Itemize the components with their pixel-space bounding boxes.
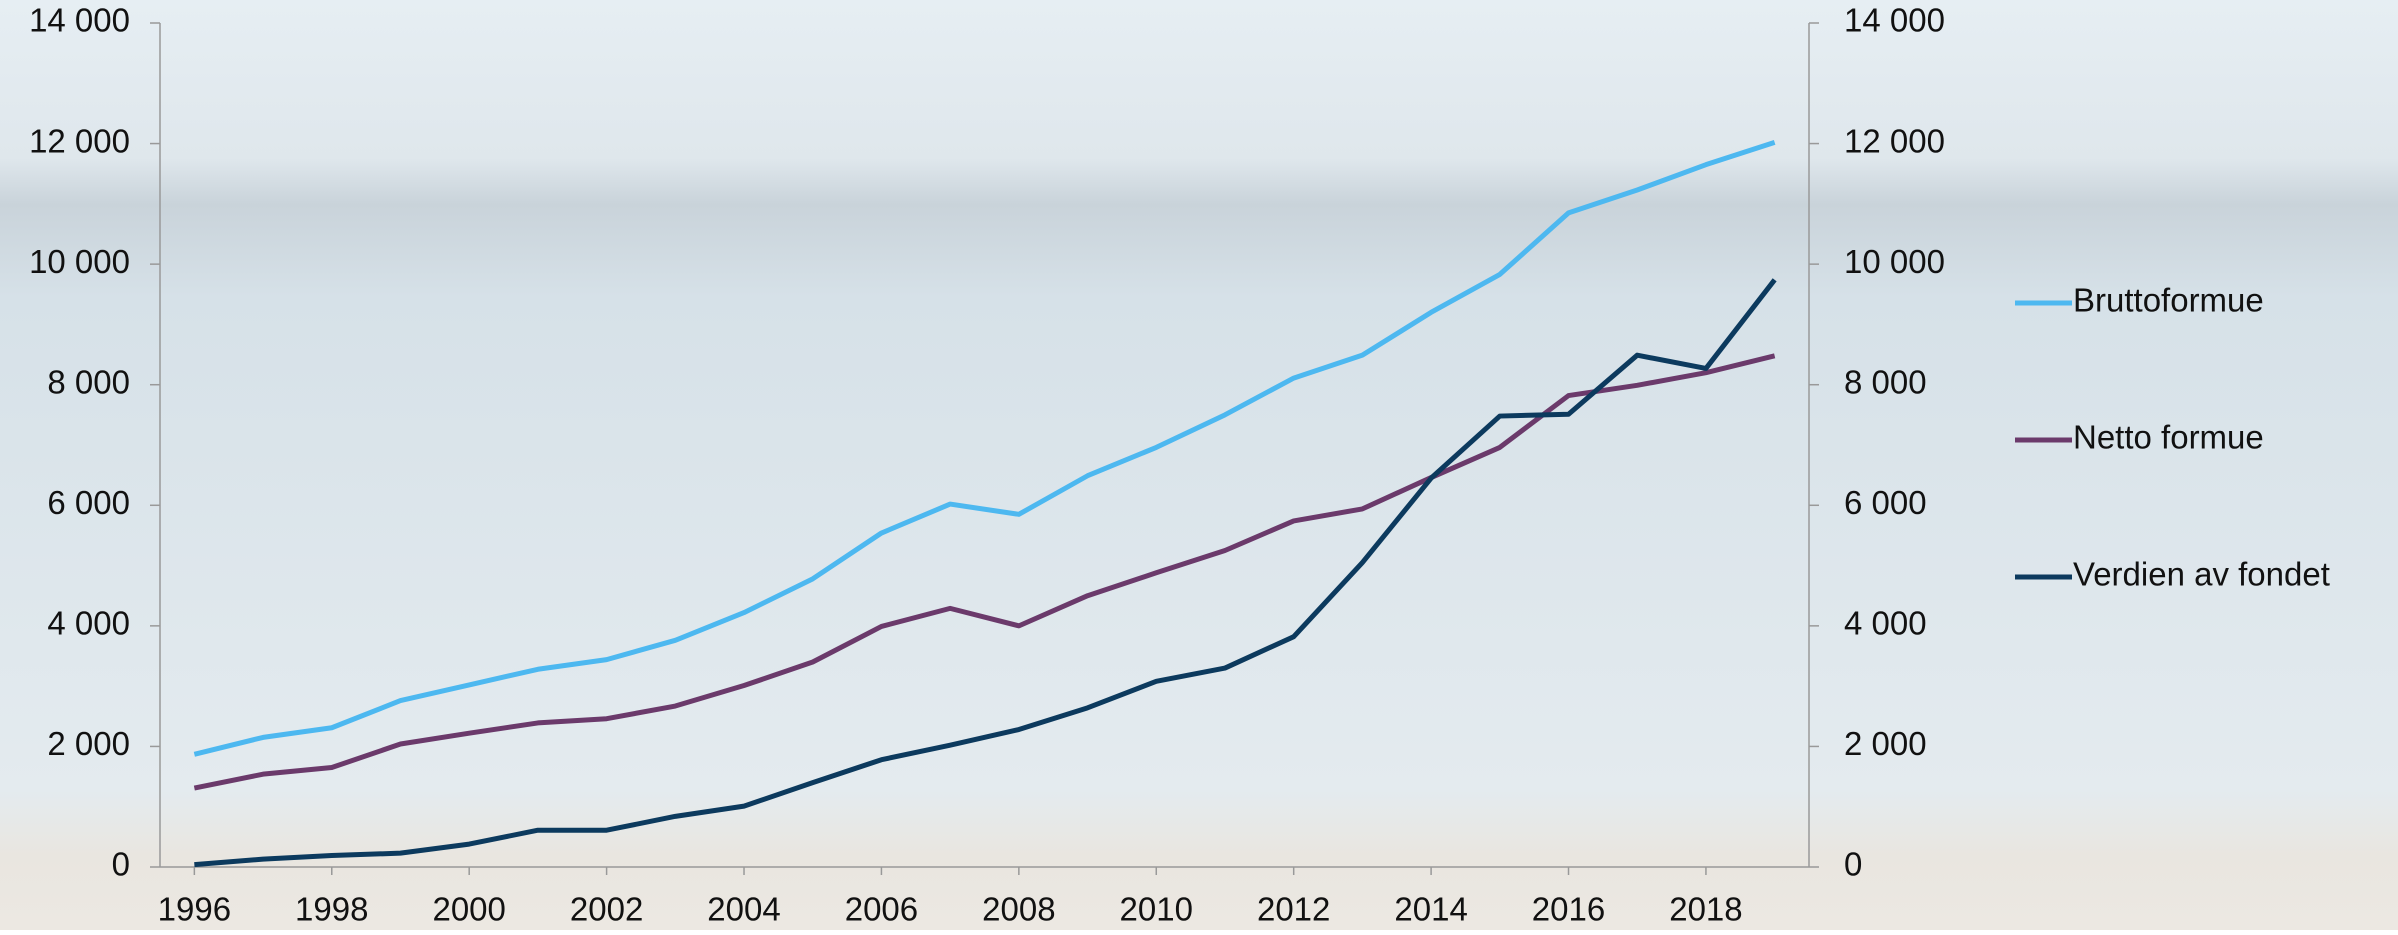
legend-label: Netto formue [2073, 419, 2264, 456]
x-tick-label: 2010 [1120, 891, 1193, 928]
y2-tick-label: 4 000 [1844, 605, 1927, 642]
y-tick-label: 6 000 [47, 484, 130, 521]
x-tick-label: 1996 [158, 891, 231, 928]
x-tick-label: 2016 [1532, 891, 1605, 928]
x-tick-label: 2006 [845, 891, 918, 928]
x-tick-label: 2018 [1669, 891, 1742, 928]
line-series [194, 278, 1777, 868]
legend-label: Verdien av fondet [2073, 556, 2330, 593]
y-tick-label: 0 [112, 846, 130, 883]
x-tick-label: 2002 [570, 891, 643, 928]
y2-tick-label: 12 000 [1844, 122, 1945, 159]
x-tick-label: 1998 [295, 891, 368, 928]
y-tick-label: 10 000 [29, 243, 130, 280]
y2-tick-label: 2 000 [1844, 725, 1927, 762]
y2-tick-label: 14 000 [1844, 2, 1945, 39]
x-tick-label: 2000 [432, 891, 505, 928]
y2-tick-label: 0 [1844, 846, 1862, 883]
y-tick-label: 4 000 [47, 605, 130, 642]
y-tick-label: 12 000 [29, 122, 130, 159]
y2-tick-label: 8 000 [1844, 363, 1927, 400]
y2-tick-label: 6 000 [1844, 484, 1927, 521]
y-tick-label: 2 000 [47, 725, 130, 762]
line-series [193, 353, 1776, 791]
x-tick-label: 2004 [707, 891, 780, 928]
y2-tick-label: 10 000 [1844, 243, 1945, 280]
x-tick-label: 2012 [1257, 891, 1330, 928]
x-tick-label: 2008 [982, 891, 1055, 928]
y-tick-label: 8 000 [47, 363, 130, 400]
line-series [193, 139, 1776, 757]
legend-label: Bruttoformue [2073, 282, 2264, 319]
y-tick-label: 14 000 [29, 2, 130, 39]
x-tick-label: 2014 [1394, 891, 1467, 928]
